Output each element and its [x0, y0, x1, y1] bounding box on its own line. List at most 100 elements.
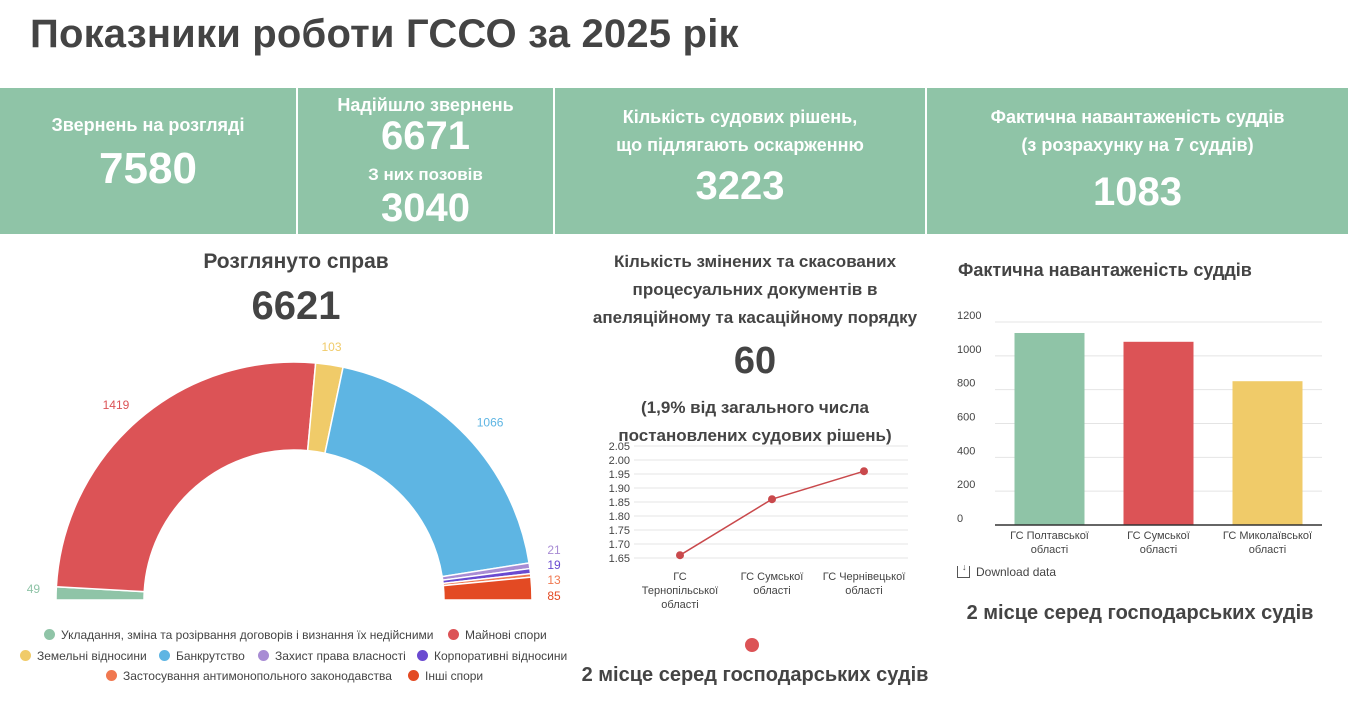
y-tick-label: 1.90: [609, 483, 630, 495]
line-point: [860, 467, 868, 476]
kpi-appealable-label-1: Кількість судових рішень,: [622, 107, 858, 127]
x-tick-label: області: [1031, 544, 1068, 556]
y-tick-label: 1.80: [609, 511, 630, 523]
donut-slice: [55, 361, 317, 593]
line-point: [676, 551, 684, 560]
legend-label: Укладання, зміна та розірвання договорів…: [61, 628, 434, 642]
kpi-workload: Фактична навантаженість суддів (з розрах…: [927, 88, 1348, 234]
workload-rank: 2 місце серед господарських судів: [966, 602, 1314, 624]
workload-title: Фактична навантаженість суддів: [958, 260, 1252, 280]
kpi-appealable: Кількість судових рішень, що підлягають …: [555, 88, 927, 234]
y-tick-label: 2.00: [609, 455, 630, 467]
x-tick-label: області: [1140, 544, 1177, 556]
legend-swatch: [159, 650, 170, 661]
y-tick-label: 1.95: [609, 469, 630, 481]
changed-note: (1,9% від загального числа постановлених…: [570, 394, 940, 450]
y-tick-label: 600: [957, 412, 975, 424]
legend-swatch: [408, 670, 419, 681]
legend-label: Застосування антимонопольного законодавс…: [123, 669, 392, 683]
y-tick-label: 0: [957, 513, 963, 525]
y-tick-label: 200: [957, 479, 975, 491]
legend-label: Захист права власності: [275, 649, 406, 663]
y-tick-label: 1000: [957, 344, 981, 356]
changed-line-chart: 1.65 1.70 1.75 1.80 1.85 1.90 1.95 2.00 2.05 ГС Те…: [609, 441, 908, 611]
changed-rank-dot: [745, 638, 759, 652]
legend-swatch: [44, 629, 55, 640]
kpi-workload-label-2: (з розрахунку на 7 суддів): [1021, 135, 1254, 155]
y-tick-label: 1.85: [609, 497, 630, 509]
legend-swatch: [106, 670, 117, 681]
kpi-band: Звернень на розгляді 7580 Надійшло зверн…: [0, 88, 1348, 234]
download-icon: ↓: [957, 563, 970, 578]
legend-item: Застосування антимонопольного законодавс…: [106, 669, 392, 683]
bar: [1123, 341, 1194, 525]
kpi-appealable-label-2: що підлягають оскарженню: [616, 135, 864, 155]
legend-item: Захист права власності: [258, 649, 406, 663]
x-tick-label: області: [753, 585, 790, 597]
kpi-workload-value: 1083: [1093, 170, 1182, 214]
kpi-received-label: Надійшло звернень: [337, 95, 514, 115]
changed-title-line-2: процесуальних документів в: [632, 280, 878, 299]
donut-value-label: 49: [27, 582, 41, 596]
donut-value-label: 103: [322, 340, 342, 354]
x-tick-label: ГС Полтавської: [1010, 530, 1089, 542]
kpi-received-value: 6671: [381, 114, 470, 158]
kpi-workload-label-1: Фактична навантаженість суддів: [990, 107, 1285, 127]
x-tick-label: ГС: [673, 571, 686, 583]
kpi-pending-label: Звернень на розгляді: [51, 115, 245, 135]
legend-item: Інші спори: [408, 669, 483, 683]
x-tick-label: Тернопільської: [642, 585, 718, 597]
donut-value-label: 85: [547, 589, 561, 603]
page-title: Показники роботи ГССО за 2025 рік: [30, 12, 739, 56]
changed-note-line-2: постановлених судових рішень): [618, 426, 892, 445]
changed-value: 60: [733, 340, 777, 382]
y-tick-label: 1.65: [609, 553, 630, 565]
line-point: [768, 495, 776, 504]
download-label: Download data: [976, 565, 1057, 579]
legend-swatch: [20, 650, 31, 661]
x-tick-label: області: [1249, 544, 1286, 556]
y-tick-label: 800: [957, 378, 975, 390]
legend-swatch: [417, 650, 428, 661]
x-tick-label: області: [661, 599, 698, 611]
legend-swatch: [258, 650, 269, 661]
y-tick-label: 400: [957, 445, 975, 457]
legend-label: Банкрутство: [176, 649, 245, 663]
kpi-pending-value: 7580: [99, 144, 197, 193]
legend-label: Корпоративні відносини: [434, 649, 568, 663]
changed-title-line-1: Кількість змінених та скасованих: [613, 252, 897, 271]
kpi-appealable-value: 3223: [695, 164, 785, 208]
legend-item: Земельні відносини: [20, 649, 147, 663]
legend-item: Укладання, зміна та розірвання договорів…: [44, 628, 433, 642]
donut-value-label: 1066: [477, 415, 504, 429]
line-series: [679, 470, 865, 556]
y-tick-label: 1200: [957, 310, 981, 322]
donut-slice: [324, 366, 530, 578]
donut-value-label: 21: [547, 543, 561, 557]
bar: [1014, 332, 1085, 525]
legend-item: Банкрутство: [159, 649, 245, 663]
changed-rank: 2 місце серед господарських судів: [581, 664, 929, 686]
donut-value-label: 19: [547, 558, 561, 572]
kpi-received: Надійшло звернень 6671 З них позовів 304…: [298, 88, 555, 234]
cases-title: Розглянуто справ: [203, 250, 389, 273]
x-tick-label: ГС Миколаївської: [1223, 530, 1312, 542]
changed-title: Кількість змінених та скасованих процесу…: [570, 248, 940, 332]
download-data-button[interactable]: ↓ Download data: [957, 563, 1057, 579]
legend-swatch: [448, 629, 459, 640]
changed-note-line-1: (1,9% від загального числа: [641, 398, 869, 417]
donut-value-label: 13: [547, 573, 561, 587]
legend-item: Корпоративні відносини: [417, 649, 567, 663]
x-tick-label: ГС Чернівецької: [823, 571, 906, 583]
x-tick-label: ГС Сумської: [741, 571, 804, 583]
y-tick-label: 2.05: [609, 441, 630, 453]
legend-label: Інші спори: [425, 669, 484, 683]
legend-item: Майнові спори: [448, 628, 547, 642]
cases-total: 6621: [251, 284, 341, 328]
kpi-pending: Звернень на розгляді 7580: [0, 88, 298, 234]
workload-bar-chart: 0 200 400 600 800 1000 1200 ГС Полтавської облас…: [957, 310, 1322, 556]
legend-label: Майнові спори: [465, 628, 547, 642]
kpi-lawsuits-label: З них позовів: [368, 165, 483, 184]
x-tick-label: ГС Сумської: [1127, 530, 1190, 542]
